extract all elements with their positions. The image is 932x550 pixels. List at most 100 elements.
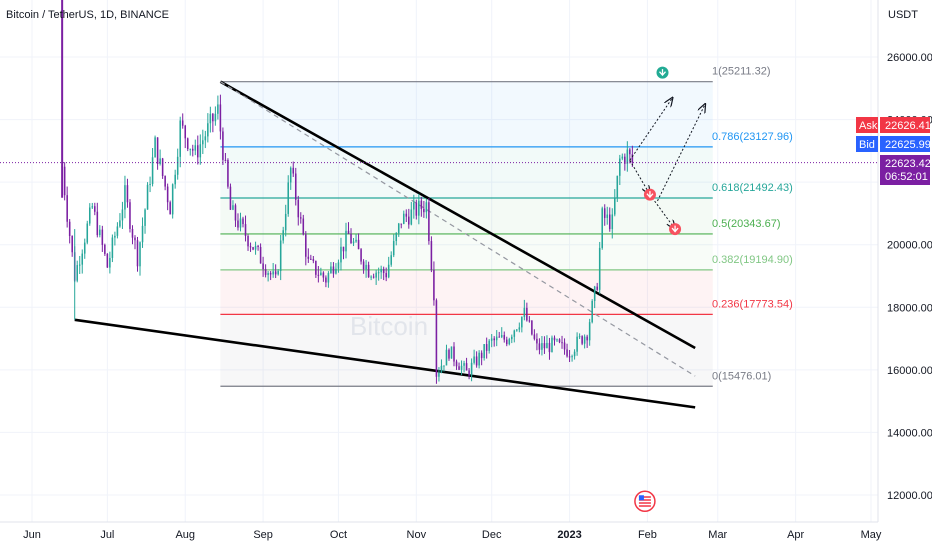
projection-arrow[interactable] xyxy=(629,98,673,161)
fib-band xyxy=(220,233,713,270)
flag-us-icon[interactable] xyxy=(634,490,656,513)
candle-body xyxy=(531,320,533,335)
trendlines[interactable] xyxy=(74,80,696,409)
candle-body xyxy=(380,268,382,273)
time-axis-bg[interactable] xyxy=(0,522,932,550)
candle-body xyxy=(508,339,511,345)
candle-body xyxy=(435,300,438,377)
candle-body xyxy=(136,240,139,267)
candle-body xyxy=(181,120,184,126)
axis-unit-label: USDT xyxy=(888,9,918,21)
candle-body xyxy=(274,271,277,275)
candle-body xyxy=(473,356,475,363)
candle-body xyxy=(465,363,468,371)
trendline[interactable] xyxy=(219,80,696,350)
candle-body xyxy=(505,339,508,345)
projection-arrow[interactable] xyxy=(629,159,650,194)
markers[interactable] xyxy=(634,66,682,513)
trendline[interactable] xyxy=(74,318,696,409)
candle-body xyxy=(86,223,89,243)
candle-body xyxy=(372,276,375,278)
candle-body xyxy=(613,198,616,215)
trendline[interactable] xyxy=(220,81,696,377)
candle-body xyxy=(576,336,578,352)
candle-body xyxy=(257,245,259,247)
last-price-tag: 22623.42 06:52:01 xyxy=(880,155,931,185)
price-axis-bg[interactable] xyxy=(878,0,932,550)
candle-body xyxy=(551,337,553,353)
candle-body xyxy=(513,330,516,337)
candle-body xyxy=(357,239,360,250)
candle-body xyxy=(392,241,395,256)
candle-body xyxy=(68,221,71,236)
y-tick-label: 18000.00 xyxy=(887,302,932,314)
candle-body xyxy=(360,249,362,262)
candle-body xyxy=(124,185,126,210)
candle-body xyxy=(347,230,350,234)
candle-body xyxy=(581,336,583,344)
candle-body xyxy=(445,349,448,366)
candle-body xyxy=(146,184,149,210)
candle-body xyxy=(345,230,347,252)
candle-body xyxy=(593,286,596,301)
candle-body xyxy=(164,176,166,187)
candle-body xyxy=(292,167,295,174)
candle-body xyxy=(222,131,224,160)
candle-body xyxy=(603,208,606,218)
candle-body xyxy=(169,202,171,215)
y-tick-label: 12000.00 xyxy=(887,490,932,502)
candle-body xyxy=(126,185,129,203)
candle-body xyxy=(116,226,119,236)
fib-band xyxy=(220,81,713,147)
fib-level-label: 0.5(20343.67) xyxy=(712,218,781,230)
candle-body xyxy=(616,175,619,199)
candle-body xyxy=(239,218,242,228)
candle-body xyxy=(450,346,453,359)
candle-body xyxy=(134,237,136,241)
candle-body xyxy=(156,137,159,165)
candle-body xyxy=(325,277,327,283)
candle-body xyxy=(460,365,463,370)
candle-body xyxy=(219,104,222,132)
candle-body xyxy=(438,372,440,377)
candle-body xyxy=(151,157,154,184)
candle-body xyxy=(217,104,219,114)
projection-arrow[interactable] xyxy=(649,194,675,229)
candle-body xyxy=(448,349,450,359)
candle-body xyxy=(608,214,611,230)
candle-body xyxy=(521,316,523,328)
projection-arrows[interactable] xyxy=(629,98,705,229)
candle-body xyxy=(66,195,68,222)
candle-body xyxy=(425,202,428,213)
candle-body xyxy=(131,228,134,238)
candle-body xyxy=(591,300,593,323)
time-axis[interactable]: Jun Jul Aug Sep Oct Nov Dec 2023 Feb Mar Apr May xyxy=(23,529,882,541)
candle-body xyxy=(455,361,458,367)
candle-body xyxy=(199,144,202,158)
candle-body xyxy=(370,276,372,278)
x-tick-label: Jun xyxy=(23,529,41,541)
candle-body xyxy=(287,182,290,214)
candle-body xyxy=(111,237,114,258)
x-tick-label: Sep xyxy=(253,529,273,541)
arrow-down-glyph xyxy=(646,191,654,199)
candle-body xyxy=(254,245,257,250)
candle-body xyxy=(500,335,503,338)
candle-body xyxy=(475,356,478,366)
candle-body xyxy=(327,273,330,283)
bid-value: 22625.99 xyxy=(885,139,931,151)
candle-body xyxy=(302,218,305,235)
candle-body xyxy=(342,246,345,252)
candle-body xyxy=(470,362,473,376)
candle-body xyxy=(139,242,141,267)
ask-label-box xyxy=(856,117,878,133)
candle-body xyxy=(415,202,418,216)
candle-body xyxy=(367,264,370,278)
candle-body xyxy=(631,154,634,163)
candle-body xyxy=(247,236,249,247)
candle-body xyxy=(611,214,614,230)
fib-level-label: 1(25211.32) xyxy=(712,66,771,78)
candle-body xyxy=(244,224,247,237)
candle-body xyxy=(161,158,164,177)
